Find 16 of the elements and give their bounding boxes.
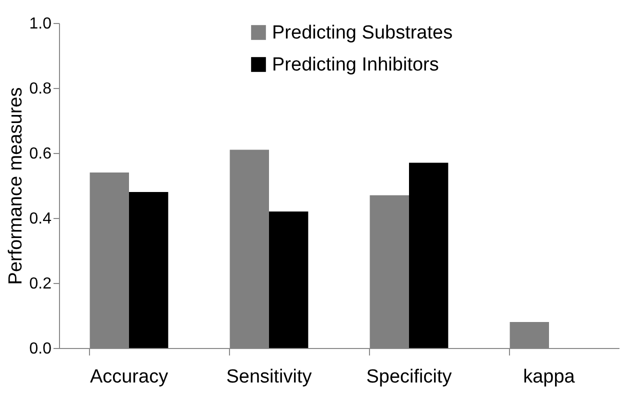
legend-label: Predicting Substrates: [272, 22, 453, 44]
bar: [409, 162, 448, 348]
y-tick-label: 0.8: [29, 80, 52, 98]
legend-label: Predicting Inhibitors: [272, 54, 439, 76]
bar: [129, 192, 168, 348]
y-axis-title: Performance measures: [5, 87, 26, 285]
x-tick-label: kappa: [523, 366, 576, 388]
y-tick-label: 1.0: [29, 16, 52, 32]
x-tick-label: Accuracy: [90, 366, 169, 388]
y-tick-label: 0.0: [29, 340, 52, 358]
y-tick-label: 0.6: [29, 146, 52, 162]
x-tick-label: Specificity: [366, 366, 452, 388]
bar: [269, 212, 308, 348]
x-tick-label: Sensitivity: [226, 366, 312, 388]
y-tick-label: 0.4: [29, 210, 52, 228]
y-tick-label: 0.2: [29, 276, 52, 292]
